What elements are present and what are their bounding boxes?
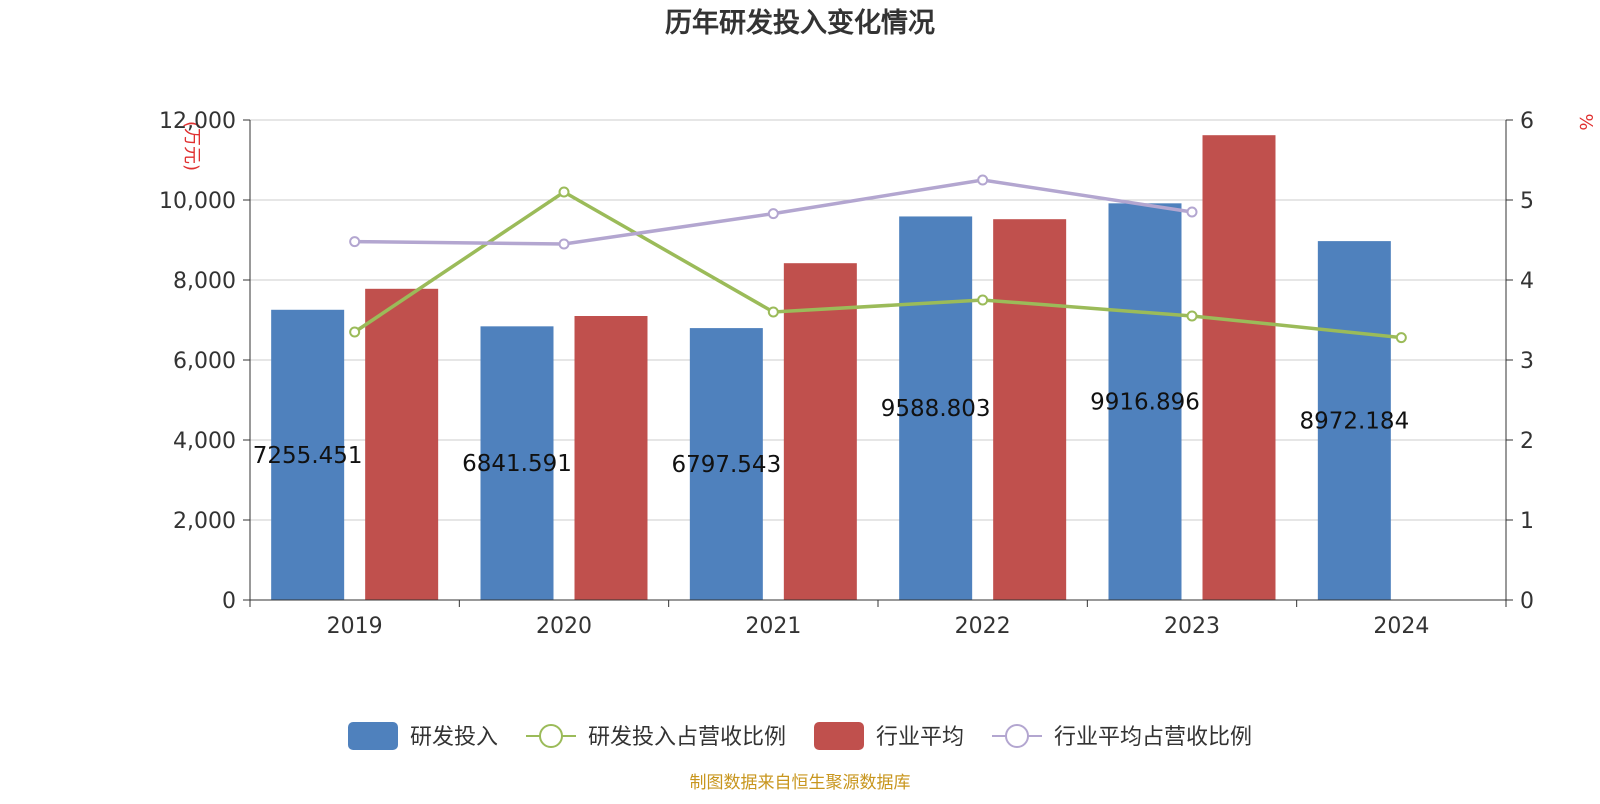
bar (1317, 241, 1391, 600)
right-axis-tick-label: 0 (1520, 589, 1534, 614)
line-point (558, 238, 570, 250)
bar-layer (271, 135, 1391, 600)
bar (271, 309, 345, 600)
left-axis-tick-label: 0 (222, 589, 236, 614)
legend-label: 研发投入 (410, 725, 498, 750)
x-axis-tick-label: 2023 (1164, 614, 1220, 639)
x-axis-tick-label: 2022 (955, 614, 1011, 639)
bar (574, 316, 648, 600)
line-layer (349, 174, 1407, 344)
legend-label: 研发投入占营收比例 (588, 725, 786, 750)
bar (365, 288, 439, 600)
legend-label: 行业平均 (876, 725, 964, 750)
left-axis-tick-label: 12,000 (159, 109, 236, 134)
label-layer: 7255.451 6841.591 6797.543 9588.803 9916.896… (253, 390, 1409, 478)
x-axis-tick-label: 2020 (536, 614, 592, 639)
data-source-note: 制图数据来自恒生聚源数据库 (690, 773, 911, 793)
left-axis-tick-label: 10,000 (159, 189, 236, 214)
data-label: 6841.591 (462, 451, 572, 477)
legend: 研发投入 研发投入占营收比例 行业平均 行业平均占营收比例 (348, 722, 1252, 750)
data-label: 7255.451 (253, 443, 363, 469)
left-axis-unit: (万元) (181, 121, 202, 171)
right-axis-tick-label: 3 (1520, 349, 1534, 374)
right-axis-tick-label: 6 (1520, 109, 1534, 134)
data-label: 9588.803 (881, 396, 991, 422)
line-point (767, 306, 779, 318)
series-line (353, 189, 1402, 340)
line-point (977, 294, 989, 306)
line-point (349, 236, 361, 248)
right-axis-tick-label: 4 (1520, 269, 1534, 294)
legend-swatch (348, 722, 398, 750)
bar (783, 263, 857, 600)
bar (480, 326, 554, 600)
line-point (1395, 332, 1407, 344)
left-axis-tick-label: 6,000 (173, 349, 236, 374)
bar (1108, 203, 1182, 600)
data-label: 9916.896 (1090, 390, 1200, 416)
chart-title: 历年研发投入变化情况 (665, 7, 935, 39)
data-label: 6797.543 (671, 452, 781, 478)
x-axis-tick-label: 2019 (327, 614, 383, 639)
line-point (1186, 206, 1198, 218)
line-point (1186, 310, 1198, 322)
x-axis-tick-label: 2024 (1373, 614, 1429, 639)
right-axis-tick-label: 1 (1520, 509, 1534, 534)
left-axis-tick-label: 2,000 (173, 509, 236, 534)
axis-layer: 0 2,000 4,000 6,000 8,000 10,000 12,000 0 1 2 3 4 5 6… (159, 109, 1534, 639)
legend-swatch (814, 722, 864, 750)
line-point (767, 208, 779, 220)
line-point (558, 186, 570, 198)
left-axis-tick-label: 8,000 (173, 269, 236, 294)
line-point (977, 174, 989, 186)
bar (993, 219, 1067, 600)
right-axis-unit: % (1575, 113, 1596, 130)
bar (1202, 135, 1276, 600)
grid-layer (250, 119, 1506, 521)
data-label: 8972.184 (1299, 409, 1409, 435)
right-axis-tick-label: 2 (1520, 429, 1534, 454)
right-axis-tick-label: 5 (1520, 189, 1534, 214)
legend-marker (1005, 724, 1029, 748)
legend-label: 行业平均占营收比例 (1054, 725, 1252, 750)
x-axis-tick-label: 2021 (745, 614, 801, 639)
left-axis-tick-label: 4,000 (173, 429, 236, 454)
bar (689, 328, 763, 600)
bar (899, 216, 973, 600)
legend-marker (539, 724, 563, 748)
line-point (349, 326, 361, 338)
